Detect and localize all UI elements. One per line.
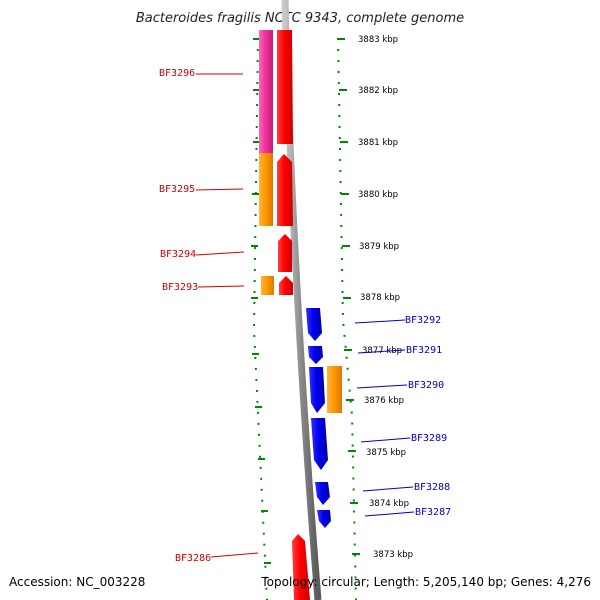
- kbp-label: 3880 kbp: [358, 190, 398, 200]
- feature-blocks: [259, 30, 342, 413]
- gene-arrow-BF3290[interactable]: [309, 367, 325, 413]
- reverse-gene-labels: BF3292 BF3291 BF3290 BF3289 BF3288 BF328…: [405, 315, 451, 518]
- gene-arrow-BF3293[interactable]: [279, 276, 293, 295]
- kbp-label: 3874 kbp: [369, 499, 409, 509]
- gene-label-BF3295[interactable]: BF3295: [159, 184, 195, 195]
- orange-feature[interactable]: [327, 366, 342, 413]
- gene-label-BF3287[interactable]: BF3287: [415, 507, 451, 518]
- kbp-label: 3873 kbp: [373, 550, 413, 560]
- orange-feature[interactable]: [259, 153, 273, 226]
- forward-gene-labels: BF3296 BF3295 BF3294 BF3293 BF3286: [159, 68, 211, 564]
- gene-label-BF3296[interactable]: BF3296: [159, 68, 195, 79]
- kbp-label: 3882 kbp: [358, 86, 398, 96]
- gene-label-BF3291[interactable]: BF3291: [406, 345, 442, 356]
- gene-label-BF3293[interactable]: BF3293: [162, 282, 198, 293]
- kbp-label: 3875 kbp: [366, 448, 406, 458]
- gene-arrow-BF3289[interactable]: [311, 418, 328, 470]
- kbp-scale-labels: 3883 kbp 3882 kbp 3881 kbp 3880 kbp 3879…: [358, 35, 413, 560]
- gene-arrow-BF3294[interactable]: [278, 234, 292, 272]
- topology-summary: Topology: circular; Length: 5,205,140 bp…: [260, 575, 591, 589]
- forward-genes: [277, 30, 310, 600]
- kbp-label: 3883 kbp: [358, 35, 398, 45]
- accession-label: Accession: NC_003228: [9, 575, 145, 589]
- magenta-feature[interactable]: [259, 30, 273, 155]
- kbp-label: 3876 kbp: [364, 396, 404, 406]
- gene-arrow-BF3287[interactable]: [317, 510, 331, 528]
- gene-arrow-BF3286[interactable]: [292, 534, 310, 600]
- gene-arrow-BF3291[interactable]: [308, 346, 323, 364]
- gene-arrow-BF3295[interactable]: [277, 154, 293, 226]
- map-title: Bacteroides fragilis NCTC 9343, complete…: [136, 11, 464, 26]
- gene-arrow-BF3288[interactable]: [315, 482, 330, 505]
- reverse-genes: [306, 308, 331, 528]
- gene-arrow-BF3296[interactable]: [277, 30, 293, 144]
- gene-arrow-BF3292[interactable]: [306, 308, 322, 341]
- kbp-label: 3879 kbp: [359, 242, 399, 252]
- gene-label-BF3290[interactable]: BF3290: [408, 380, 444, 391]
- outer-major-ticks: [337, 38, 360, 555]
- outer-scale-track: [337, 37, 357, 600]
- gene-label-BF3292[interactable]: BF3292: [405, 315, 441, 326]
- gene-label-BF3294[interactable]: BF3294: [160, 249, 196, 260]
- gene-label-BF3288[interactable]: BF3288: [414, 482, 450, 493]
- inner-major-ticks: [251, 38, 271, 564]
- gene-label-BF3289[interactable]: BF3289: [411, 433, 447, 444]
- gene-label-BF3286[interactable]: BF3286: [175, 553, 211, 564]
- orange-feature[interactable]: [261, 276, 274, 295]
- reverse-label-lines: [354, 319, 415, 517]
- kbp-label: 3881 kbp: [358, 138, 398, 148]
- kbp-label: 3878 kbp: [360, 293, 400, 303]
- forward-label-lines: [195, 73, 259, 558]
